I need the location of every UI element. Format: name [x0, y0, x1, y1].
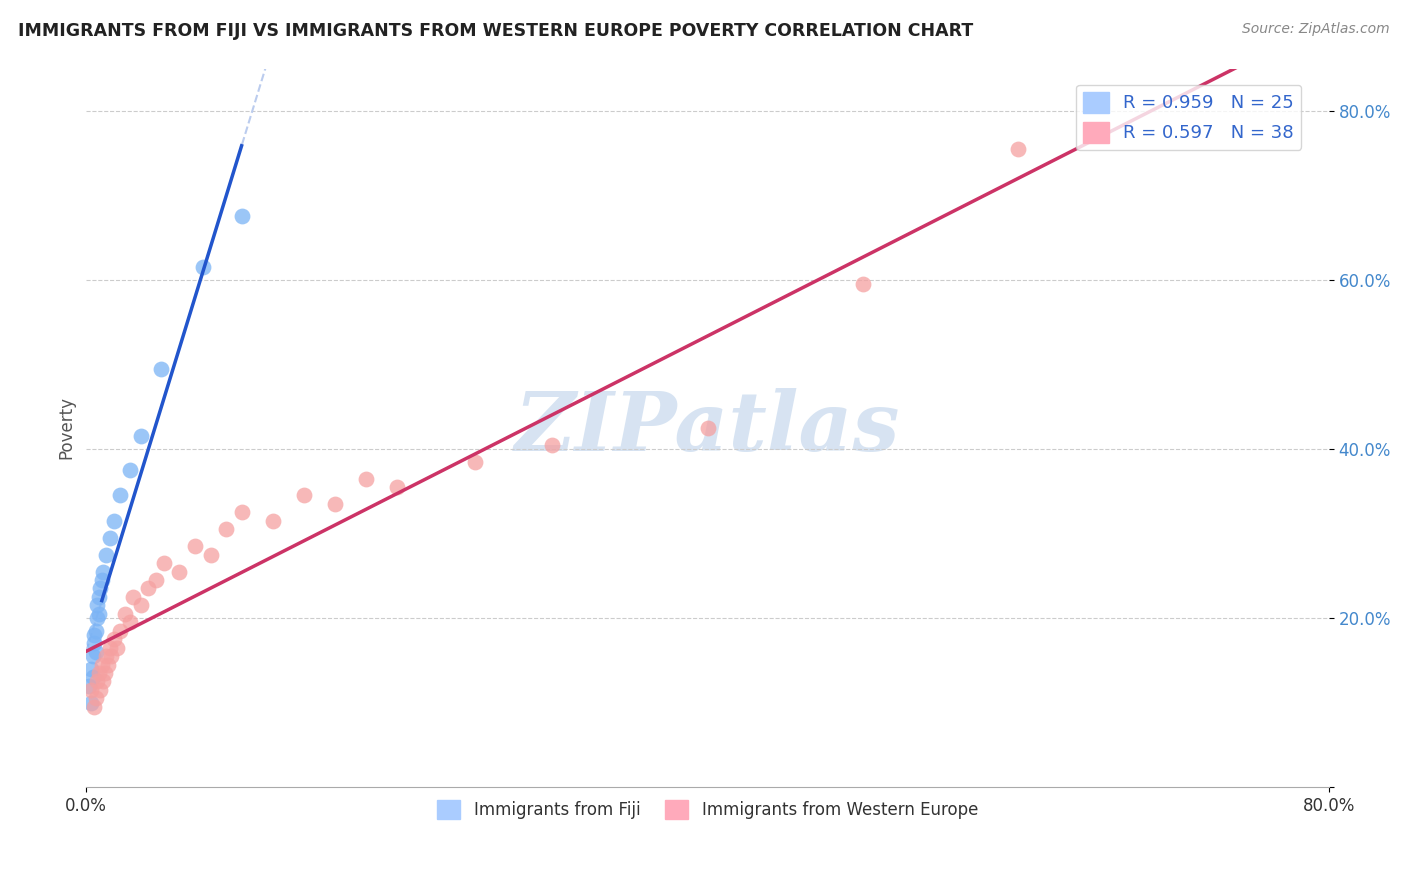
Point [98, 531, 121, 545]
Point [122, 590, 145, 604]
Point [852, 277, 875, 292]
Point [464, 455, 486, 469]
Point [84, 645, 107, 659]
Point [87, 590, 110, 604]
Point [215, 522, 238, 536]
Point [110, 624, 132, 638]
Point [96, 649, 118, 664]
Point [354, 472, 377, 486]
Point [97, 657, 120, 672]
Point [86, 599, 108, 613]
Point [80, 682, 103, 697]
Point [79, 679, 101, 693]
Point [103, 632, 125, 647]
Text: ZIPatlas: ZIPatlas [515, 388, 900, 467]
Text: IMMIGRANTS FROM FIJI VS IMMIGRANTS FROM WESTERN EUROPE POVERTY CORRELATION CHART: IMMIGRANTS FROM FIJI VS IMMIGRANTS FROM … [18, 22, 973, 40]
Point [149, 361, 172, 376]
Point [84, 691, 107, 706]
Point [80, 662, 103, 676]
Point [93, 674, 115, 689]
Point [231, 505, 253, 519]
Point [89, 682, 111, 697]
Point [184, 539, 207, 553]
Point [110, 488, 132, 502]
Legend: Immigrants from Fiji, Immigrants from Western Europe: Immigrants from Fiji, Immigrants from We… [430, 793, 984, 826]
Point [83, 699, 105, 714]
Point [153, 556, 176, 570]
Point [83, 628, 105, 642]
Point [90, 657, 112, 672]
Point [93, 565, 115, 579]
Point [696, 421, 718, 435]
Point [118, 463, 141, 477]
Point [82, 649, 104, 664]
Point [98, 640, 121, 655]
Point [100, 649, 122, 664]
Point [129, 599, 152, 613]
Point [84, 624, 107, 638]
Point [86, 674, 108, 689]
Point [385, 480, 408, 494]
Y-axis label: Poverty: Poverty [58, 396, 75, 459]
Point [87, 666, 110, 681]
Point [114, 607, 136, 621]
Point [1007, 142, 1029, 156]
Point [138, 582, 160, 596]
Point [105, 640, 128, 655]
Point [541, 438, 564, 452]
Point [96, 548, 118, 562]
Point [231, 210, 253, 224]
Point [83, 636, 105, 650]
Point [90, 573, 112, 587]
Point [103, 514, 125, 528]
Text: Source: ZipAtlas.com: Source: ZipAtlas.com [1241, 22, 1389, 37]
Point [145, 573, 167, 587]
Point [89, 582, 111, 596]
Point [200, 548, 222, 562]
Point [94, 666, 117, 681]
Point [323, 497, 346, 511]
Point [87, 607, 110, 621]
Point [82, 670, 104, 684]
Point [262, 514, 284, 528]
Point [292, 488, 315, 502]
Point [169, 565, 191, 579]
Point [86, 611, 108, 625]
Point [118, 615, 141, 630]
Point [129, 429, 152, 443]
Point [80, 696, 103, 710]
Point [191, 260, 214, 275]
